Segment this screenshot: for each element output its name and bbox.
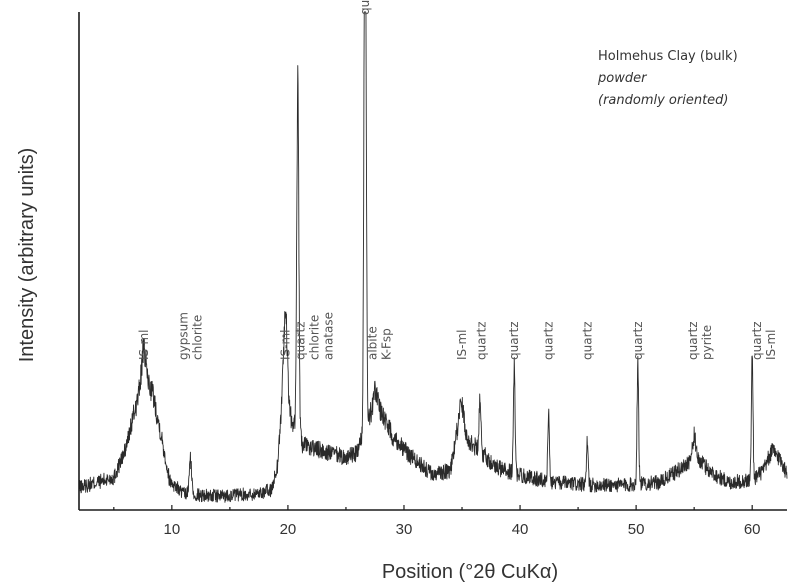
- x-tick-label: 10: [164, 521, 181, 538]
- peak-label: quartz: [631, 321, 645, 360]
- peak-label: quartz: [580, 321, 594, 360]
- peak-label: quartz: [542, 321, 556, 360]
- peak-label: gypsum: [176, 312, 190, 360]
- peak-label: quartz: [750, 321, 764, 360]
- peak-label: quartz: [475, 321, 489, 360]
- legend-line-3: (randomly oriented): [598, 93, 729, 108]
- peak-label: IS-ml: [279, 329, 293, 360]
- peak-label: quartz: [294, 321, 308, 360]
- x-tick-label: 20: [280, 521, 297, 538]
- x-tick-label: 30: [396, 521, 413, 538]
- peak-label: chlorite: [190, 315, 204, 360]
- peak-label: quartz: [507, 321, 521, 360]
- legend-note: Holmehus Clay (bulk) powder (randomly or…: [597, 49, 738, 108]
- x-tick-label: 40: [512, 521, 529, 538]
- x-tick-label: 50: [628, 521, 645, 538]
- x-tick-label: 60: [744, 521, 761, 538]
- peak-label: pyrite: [700, 325, 714, 360]
- legend-line-2: powder: [597, 71, 648, 86]
- peak-labels: IS-ml gypsum chlorite IS-ml quartz chlorite an…: [137, 0, 778, 360]
- diffraction-trace: [78, 11, 788, 503]
- peak-label: chlorite: [308, 315, 322, 360]
- peak-label: quartz: [686, 321, 700, 360]
- x-axis-title: Position (°2θ CuKα): [382, 561, 558, 583]
- legend-title: Holmehus Clay (bulk): [598, 49, 738, 64]
- axes: [78, 12, 787, 511]
- peak-label: IS-ml: [455, 329, 469, 360]
- y-axis-title: Intensity (arbitrary units): [16, 148, 38, 363]
- diffraction-trace-group: [78, 11, 788, 503]
- peak-label: IS-ml: [137, 329, 151, 360]
- peak-label: IS-ml: [764, 329, 778, 360]
- peak-label: albite: [366, 326, 380, 360]
- peak-label: K-Fsp: [380, 328, 394, 360]
- peak-label: anatase: [322, 312, 336, 360]
- peak-label: quartz: [358, 0, 372, 15]
- x-ticks: 10 20 30 40 50 60: [113, 505, 761, 538]
